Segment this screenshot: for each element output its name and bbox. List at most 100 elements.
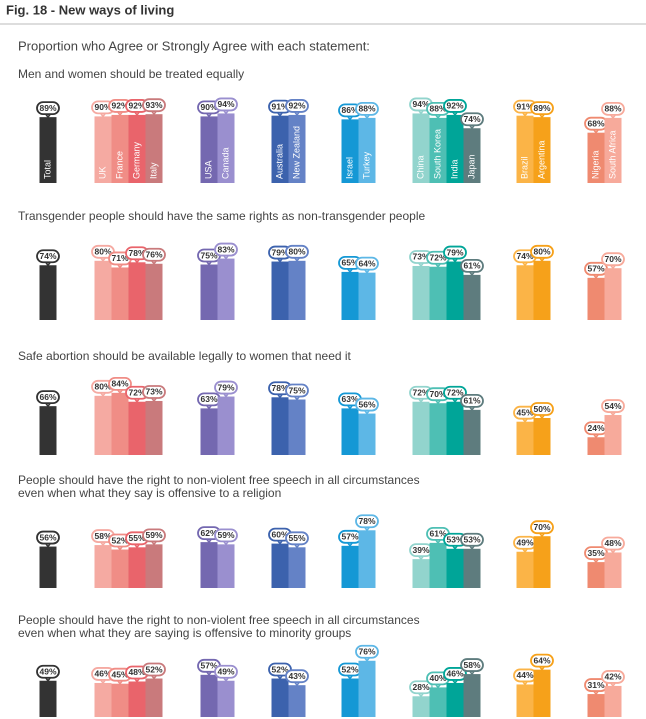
value-label: 53% [446,535,463,545]
value-label: 58% [94,531,111,541]
value-label: 57% [587,264,604,274]
bubble [285,244,309,259]
value-label: 46% [446,669,463,679]
value-label: 52% [341,664,358,674]
bubble [443,667,467,681]
bar [446,682,464,717]
bar [288,114,306,183]
bar [463,409,481,455]
category-label: South Korea [432,129,442,179]
bar [516,684,534,717]
bar [516,115,534,183]
value-bubble: 92% [443,99,467,117]
value-label: 55% [288,533,305,543]
value-label: 72% [446,387,463,397]
value-bubble: 66% [36,390,60,408]
value-bubble: 28% [409,680,433,698]
value-bubble: 48% [125,665,149,683]
bar [288,685,306,717]
value-bubble: 44% [513,668,537,686]
bar [145,400,163,455]
value-label: 88% [358,104,375,114]
bubble [142,528,166,543]
value-label: 39% [412,545,429,555]
bubble [142,385,166,399]
bubble [355,397,379,412]
value-bubble: 52% [338,662,362,680]
value-label: 72% [128,387,145,397]
bar [358,530,376,588]
value-label: 52% [111,535,128,545]
bar [604,685,622,717]
value-bubble: 88% [601,101,625,120]
category-label: Italy [148,162,158,179]
panel-title: even when what they are saying is offens… [18,626,351,640]
value-bubble: 93% [142,98,166,116]
value-label: 73% [412,252,429,262]
value-label: 50% [533,404,550,414]
bubble [601,252,625,267]
bar [217,396,235,455]
bar [533,536,551,588]
bar [463,674,481,717]
category-label: Turkey [361,151,371,179]
bubble [214,528,238,543]
bubble [460,532,484,547]
value-bubble: 49% [36,664,60,683]
value-label: 78% [271,383,288,393]
bar [217,680,235,717]
value-label: 78% [358,516,375,526]
bar [39,680,57,717]
value-label: 45% [111,669,128,679]
bubble [355,514,379,529]
bubble [36,530,60,545]
value-bubble: 64% [355,256,379,274]
value-label: 64% [533,655,550,665]
bar [604,117,622,183]
bubble [355,101,379,116]
value-bubble: 55% [285,531,309,549]
value-bubble: 68% [584,116,608,135]
bar [39,546,57,588]
value-label: 80% [533,247,550,257]
value-label: 88% [604,104,621,114]
bubble [36,101,60,116]
value-label: 61% [429,529,446,539]
value-label: 43% [288,671,305,681]
value-bubble: 84% [108,376,132,395]
value-bubble: 53% [460,532,484,551]
value-bubble: 63% [197,392,221,410]
value-bubble: 59% [142,528,166,546]
value-bubble: 79% [443,245,467,263]
value-bubble: 74% [460,112,484,130]
bubble [285,669,309,684]
value-bubble: 49% [214,664,238,683]
bar [271,678,289,717]
bar [271,115,289,183]
bar [145,263,163,320]
bubble [285,531,309,546]
bar [200,408,218,455]
bar [271,543,289,588]
value-label: 68% [587,118,604,128]
bar [288,547,306,588]
value-label: 63% [200,394,217,404]
bubble [214,664,238,679]
bar [39,117,57,183]
value-bubble: 83% [214,242,238,260]
value-bubble: 78% [355,514,379,532]
value-label: 92% [128,101,145,111]
value-label: 74% [516,251,533,261]
category-label: USA [203,160,213,179]
value-bubble: 89% [36,101,60,119]
value-bubble: 70% [601,252,625,270]
value-bubble: 52% [142,662,166,680]
value-label: 88% [429,104,446,114]
value-label: 71% [111,253,128,263]
bubble [584,678,608,692]
value-label: 91% [516,101,533,111]
bubble [142,98,166,113]
value-label: 52% [145,664,162,674]
value-bubble: 72% [125,385,149,404]
value-label: 74% [463,114,480,124]
